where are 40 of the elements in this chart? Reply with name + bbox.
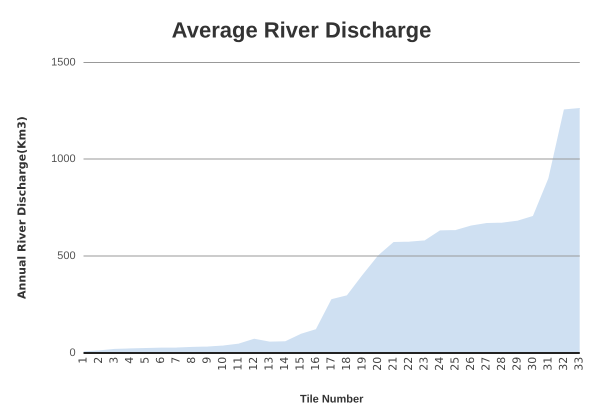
x-tick-label: 2 bbox=[92, 356, 106, 364]
x-tick-label: 15 bbox=[294, 356, 307, 371]
x-tick-label: 16 bbox=[309, 356, 322, 371]
y-tick-label: 1500 bbox=[51, 56, 76, 68]
x-tick-label: 4 bbox=[123, 356, 136, 364]
x-tick-label: 26 bbox=[464, 356, 478, 371]
y-axis-title: Annual River Discharge(Km3) bbox=[15, 116, 28, 300]
x-tick-label: 6 bbox=[154, 356, 168, 364]
x-tick-label: 3 bbox=[108, 356, 121, 364]
x-tick-label: 23 bbox=[418, 356, 431, 371]
x-tick-label: 29 bbox=[510, 356, 524, 371]
x-tick-label: 25 bbox=[448, 356, 462, 371]
x-tick-label: 19 bbox=[356, 356, 369, 371]
y-tick-label: 500 bbox=[57, 250, 76, 262]
x-tick-label: 28 bbox=[495, 356, 508, 371]
x-tick-label: 22 bbox=[402, 356, 416, 371]
x-tick-label: 32 bbox=[557, 356, 570, 371]
x-tick-label: 17 bbox=[324, 356, 338, 371]
x-tick-label: 27 bbox=[480, 356, 493, 371]
x-tick-label: 13 bbox=[262, 356, 276, 371]
x-tick-label: 8 bbox=[185, 356, 198, 364]
x-tick-label: 12 bbox=[247, 356, 260, 371]
x-tick-label: 1 bbox=[76, 356, 90, 364]
x-tick-label: 9 bbox=[200, 356, 214, 364]
x-tick-label: 24 bbox=[433, 356, 446, 371]
x-tick-label: 31 bbox=[542, 356, 555, 371]
x-axis-title: Tile Number bbox=[300, 393, 364, 406]
x-tick-label: 5 bbox=[138, 356, 152, 364]
x-tick-label: 10 bbox=[216, 356, 230, 371]
y-tick-label: 1000 bbox=[51, 153, 76, 166]
x-tick-label: 20 bbox=[371, 356, 384, 371]
x-tick-label: 14 bbox=[278, 356, 292, 371]
y-tick-label: 0 bbox=[70, 346, 76, 359]
chart-title: Average River Discharge bbox=[172, 17, 432, 42]
x-tick-label: 11 bbox=[232, 356, 245, 371]
x-tick-label: 18 bbox=[340, 356, 354, 371]
x-tick-label: 30 bbox=[526, 356, 540, 371]
x-tick-label: 33 bbox=[572, 356, 586, 371]
x-tick-label: 21 bbox=[386, 356, 400, 371]
x-tick-label: 7 bbox=[170, 356, 183, 364]
